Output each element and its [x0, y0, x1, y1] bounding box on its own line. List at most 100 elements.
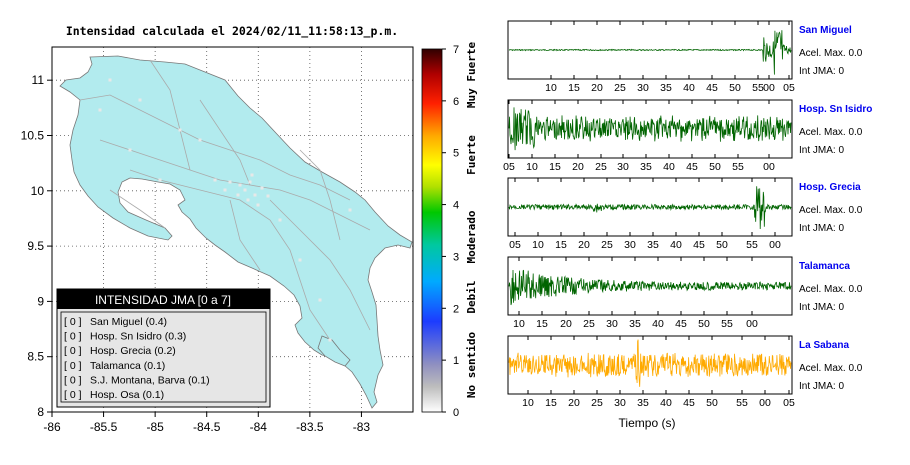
waveform-tick-label: 35: [629, 318, 641, 330]
waveform-tick-label: 15: [536, 318, 548, 330]
legend-header: [57, 289, 270, 309]
town-marker: [108, 78, 112, 82]
waveform-tick-label: 25: [601, 239, 613, 251]
map-x-ticks: -86 -85.5 -85 -84.5 -84 -83.5 -83: [43, 412, 370, 434]
map-x-tick-label: -83.5: [296, 420, 324, 434]
waveform-tick-label: 35: [640, 161, 652, 173]
waveform-tick-label: 30: [637, 82, 649, 94]
town-marker: [266, 194, 270, 198]
waveform-tick-label: 00: [769, 239, 781, 251]
waveform-tick-label: 50: [698, 318, 710, 330]
waveform-panel: 10 15 20 25 30 35 40 45 50 55 00 05 San Miguel Acel. …: [507, 20, 863, 94]
waveform-tick-label: 50: [729, 82, 741, 94]
map-y-ticks: 11 10.5 10 9.5 9 8.5 8: [21, 73, 52, 419]
legend-item-level: [ 0 ]: [64, 345, 82, 357]
map-y-tick-label: 10: [31, 184, 45, 198]
waveform-tick-label: 25: [614, 82, 626, 94]
map-x-tick-label: -85.5: [90, 420, 118, 434]
colorbar-tick-label: 7: [453, 44, 459, 56]
waveform-trace: [508, 107, 792, 151]
waveform-tick-label: 50: [716, 239, 728, 251]
station-jma: Int JMA: 0: [799, 223, 844, 234]
map-x-tick-label: -83: [353, 420, 371, 434]
map-y-tick-label: 8.5: [27, 350, 44, 364]
town-marker: [253, 193, 257, 197]
waveform-trace: [508, 269, 792, 306]
colorbar-category-label: Debil: [465, 280, 478, 313]
town-marker: [236, 193, 240, 197]
station-jma: Int JMA: 0: [799, 302, 844, 313]
legend-inner-box: [60, 311, 267, 403]
colorbar-tick-label: 3: [453, 251, 459, 263]
towns: [98, 78, 352, 342]
station-jma: Int JMA: 0: [799, 381, 844, 392]
waveform-tick-label: 35: [647, 239, 659, 251]
town-marker: [348, 208, 352, 212]
waveform-tick-label: 55: [736, 397, 748, 409]
map-x-tick-label: -85: [146, 420, 164, 434]
time-axis-label: Tiempo (s): [619, 416, 676, 430]
map-y-tick-label: 10.5: [21, 128, 45, 142]
waveform-tick-label: 25: [583, 318, 595, 330]
colorbar-ticks: 7 6 5 4 3 2 1 0: [442, 44, 459, 419]
legend-item-label: San Miguel (0.4): [90, 316, 167, 328]
waveform-trace: [508, 30, 792, 75]
waveform-tick-label: 35: [637, 397, 649, 409]
station-accel: Acel. Max. 0.0: [799, 205, 863, 216]
waveform-tick-label: 55: [746, 239, 758, 251]
station-name: San Miguel: [799, 25, 852, 36]
waveform-tick-label: 55: [721, 318, 733, 330]
waveform-panel: 10 15 20 25 30 35 40 45 50 55 00 05 La Sabana Acel. M…: [507, 335, 863, 409]
waveform-panel: 05 10 15 20 25 30 35 40 45 50 55 00 Hosp. Grecia Acel…: [507, 177, 863, 251]
waveform-tick-label: 10: [526, 161, 538, 173]
town-marker: [158, 178, 162, 182]
colorbar-category-label: Moderado: [465, 210, 478, 263]
waveform-tick-label: 45: [686, 161, 698, 173]
town-marker: [243, 188, 247, 192]
waveform-tick-label: 45: [693, 239, 705, 251]
waveform-panels: 10 15 20 25 30 35 40 45 50 55 00 05 San Miguel Acel. …: [503, 20, 872, 409]
waveform-tick-label: 00: [746, 318, 758, 330]
waveform-tick-label: 20: [591, 82, 603, 94]
town-marker: [256, 203, 260, 207]
colorbar: [421, 48, 443, 413]
legend-title: INTENSIDAD JMA [0 a 7]: [95, 293, 231, 307]
waveform-tick-label: 40: [670, 239, 682, 251]
town-marker: [128, 148, 132, 152]
waveform-tick-label: 15: [568, 82, 580, 94]
waveform-panel: 05 10 15 20 25 30 35 40 45 50 55 00 Hosp. Sn Isidro A…: [503, 99, 872, 173]
colorbar-category-label: Muy Fuerte: [465, 42, 478, 109]
waveform-tick-label: 00: [759, 397, 771, 409]
colorbar-tick-label: 6: [453, 96, 459, 108]
legend-item-label: Talamanca (0.1): [90, 360, 165, 372]
waveform-tick-label: 40: [660, 397, 672, 409]
waveform-tick-label: 45: [675, 318, 687, 330]
waveform-tick-label: 45: [683, 397, 695, 409]
waveform-tick-label: 50: [706, 397, 718, 409]
map-x-tick-label: -84.5: [193, 420, 221, 434]
waveform-tick-label: 50: [709, 161, 721, 173]
town-marker: [138, 98, 142, 102]
town-marker: [178, 128, 182, 132]
town-marker: [198, 138, 202, 142]
waveform-tick-label: 10: [513, 318, 525, 330]
waveform-tick-label: 45: [706, 82, 718, 94]
waveform-tick-label: 20: [560, 318, 572, 330]
road-network: [79, 59, 371, 341]
map-y-tick-label: 9: [37, 294, 44, 308]
town-marker: [298, 258, 302, 262]
waveform-tick-label: 55: [732, 161, 744, 173]
town-marker: [228, 180, 232, 184]
waveform-tick-label: 10: [545, 82, 557, 94]
costa-rica-land: [59, 55, 413, 409]
legend-item-level: [ 0 ]: [64, 389, 82, 401]
waveform-tick-label: 05: [509, 239, 521, 251]
station-name: Talamanca: [799, 261, 850, 272]
colorbar-categories: Muy Fuerte Fuerte Moderado Debil No sentido: [465, 42, 478, 399]
waveform-tick-label: 25: [591, 397, 603, 409]
waveform-tick-label: 20: [572, 161, 584, 173]
map-frame: [51, 46, 414, 413]
waveform-tick-label: 05: [783, 397, 795, 409]
colorbar-category-label: Fuerte: [465, 135, 478, 175]
